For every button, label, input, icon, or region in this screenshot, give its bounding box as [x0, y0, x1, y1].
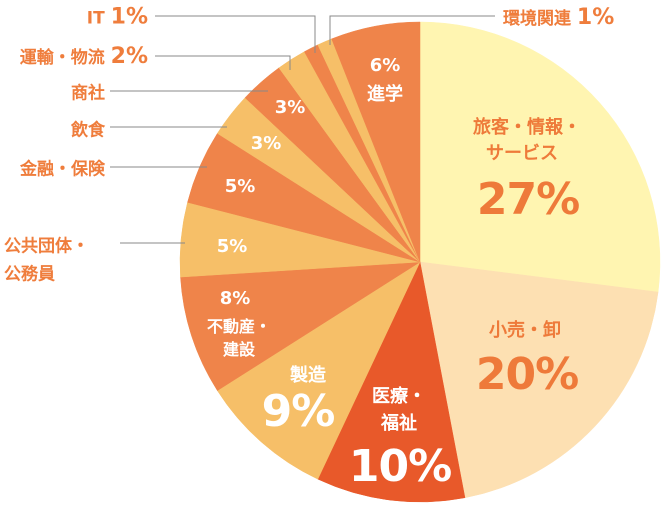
outside-label-it: IT 1% — [0, 5, 148, 30]
slice-label: 旅客・情報・ — [473, 117, 581, 138]
slice-label-value: 3% — [250, 133, 282, 154]
slice-label: 環境関連 — [503, 9, 571, 29]
slice-label: 医療・福祉 — [372, 386, 426, 434]
slice-label: 不動産・建設 — [206, 316, 272, 359]
slice-label: 運輸・物流 — [19, 48, 105, 68]
slice-label: 公共団体・ — [4, 236, 89, 257]
slice-label-value: 20% — [475, 349, 579, 400]
slice-label: 金融・保険 — [20, 159, 105, 180]
slice-label-value: 2% — [110, 44, 148, 69]
outside-label-env: 環境関連 1% — [503, 4, 614, 30]
slice-label-value: 27% — [476, 174, 580, 225]
slice-label: 公務員 — [4, 264, 55, 285]
pie-slice-0 — [419, 21, 661, 293]
pie-slice-3 — [217, 261, 421, 480]
pie-slice-1 — [419, 261, 659, 499]
slice-label: IT — [86, 8, 105, 29]
slice-label-value: 1% — [576, 5, 615, 30]
pie-slice-4 — [180, 261, 421, 391]
pie-slice-2 — [317, 261, 466, 503]
slice-label: 商社 — [71, 83, 105, 104]
leader-line — [329, 15, 495, 45]
slice-label-value: 5% — [216, 236, 248, 257]
slice-label: サービス — [486, 143, 558, 164]
slice-label-value: 8% — [219, 288, 251, 309]
leader-line — [155, 15, 316, 53]
leader-line — [155, 55, 291, 70]
slice-label-value: 5% — [224, 176, 256, 197]
slice-label-value: 1% — [110, 4, 148, 30]
slice-label: 小売・卸 — [489, 320, 561, 341]
outside-label-transport: 運輸・物流 2% — [0, 43, 148, 69]
slice-label: 進学 — [367, 84, 403, 105]
slice-label-value: 3% — [274, 97, 306, 118]
slice-label-value: 6% — [369, 55, 401, 76]
slice-label-value: 10% — [348, 441, 452, 492]
slice-label: 製造 — [290, 365, 326, 386]
slice-label-value: 9% — [261, 386, 336, 437]
slice-label: 飲食 — [71, 120, 105, 141]
pie-slice-12 — [331, 21, 421, 263]
